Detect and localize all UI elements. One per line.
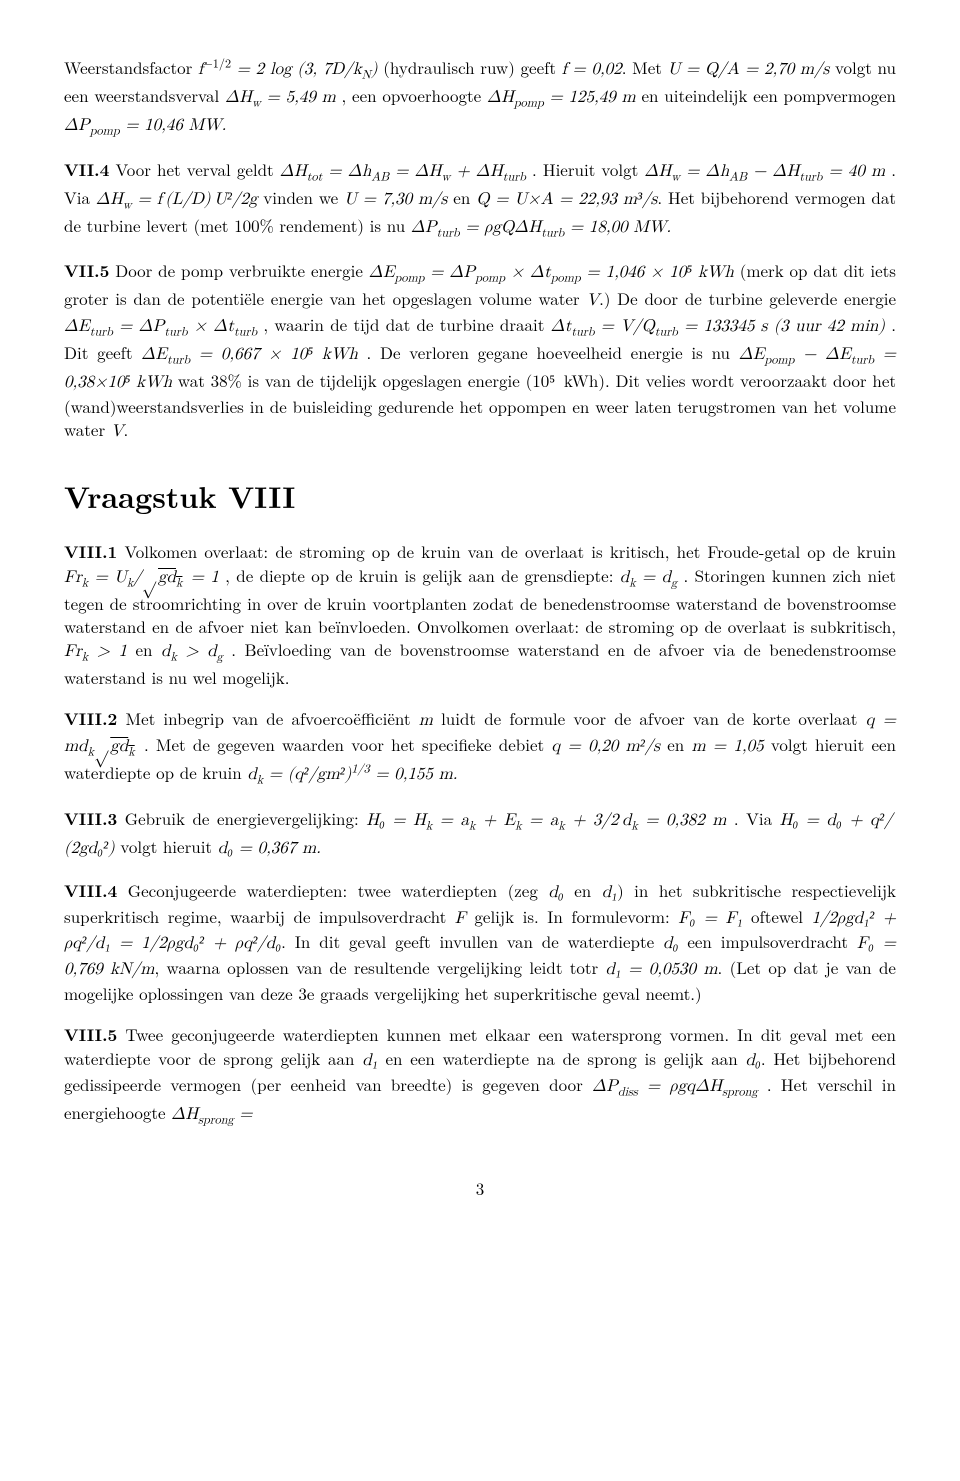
- symbol-V: V: [586, 292, 599, 309]
- symbol-m: m: [419, 712, 433, 729]
- label-vii5: VII.5: [64, 259, 109, 283]
- paragraph-vii-5: VII.5 Door de pomp verbruikte energie ΔE…: [64, 259, 896, 443]
- text: en: [136, 637, 162, 661]
- value-U: U = Q/A = 2,70 m/s: [668, 61, 830, 78]
- paragraph-viii-5: VIII.5 Twee geconjugeerde waterdiepten k…: [64, 1023, 896, 1129]
- paragraph-viii-3: VIII.3 Gebruik de energievergelijking: H…: [64, 807, 896, 861]
- formula-f: f−1/2 = 2 log (3, 7D/kN): [198, 61, 383, 78]
- text: Weerstandsfactor: [64, 55, 198, 79]
- text: Met inbegrip van de afvoercoëfficiënt: [117, 706, 418, 730]
- text: , de diepte op de kruin is gelijk aan de…: [225, 563, 620, 587]
- text: . Hieruit volgt: [532, 157, 644, 181]
- paragraph-viii-1: VIII.1 Volkomen overlaat: de stroming op…: [64, 540, 896, 689]
- formula: dk = (q²/gm²)1/3 = 0,155 m.: [247, 766, 457, 783]
- label-viii3: VIII.3: [64, 807, 117, 831]
- text: luidt de formule voor de afvoer van de k…: [433, 706, 866, 730]
- formula: ΔEpomp = ΔPpomp × Δtpomp = 1,046 × 10⁵ k…: [369, 264, 740, 281]
- formula: F₀ = F₁: [678, 910, 742, 927]
- text: Geconjugeerde waterdiepten: twee waterdi…: [117, 878, 548, 902]
- heading-vraagstuk-viii: Vraagstuk VIII: [64, 476, 896, 517]
- label-viii1: VIII.1: [64, 540, 117, 564]
- value-d0: d₀ = 0,367 m.: [218, 840, 321, 857]
- text: , waarna oplossen van de resultende verg…: [154, 955, 605, 979]
- label-viii4: VIII.4: [64, 879, 117, 903]
- text: een impulsoverdracht: [678, 929, 856, 953]
- formula: ΔHtot = ΔhAB = ΔHw + ΔHturb: [280, 163, 532, 180]
- text: en: [447, 185, 476, 209]
- formula: Frk > 1: [64, 643, 136, 660]
- value-dHpomp: ΔHpomp = 125,49 m: [487, 89, 642, 106]
- text: , waarin de tijd dat de turbine draait: [263, 312, 550, 336]
- text: en: [564, 878, 602, 902]
- symbol-d1v: d₁: [362, 1052, 377, 1069]
- text: . Met de gegeven waarden voor het specif…: [144, 732, 551, 756]
- label-vii4: VII.4: [64, 158, 109, 182]
- value-q: q = 0,20 m²/s: [551, 738, 660, 755]
- formula: H₀ = Hk = ak + Ek = ak + 3/2 dk = 0,382 …: [366, 812, 734, 829]
- text: volgt hieruit: [115, 834, 218, 858]
- symbol-d0v: d₀: [745, 1052, 760, 1069]
- value-U2: U = 7,30 m/s: [344, 191, 447, 208]
- formula: ΔPdiss = ρgqΔHsprong: [592, 1078, 767, 1095]
- text: oftewel: [743, 904, 812, 928]
- symbol-d0: d₀: [548, 884, 563, 901]
- text: . In dit geval geeft invullen van de wat…: [281, 929, 663, 953]
- text: , een opvoerhoogte: [342, 83, 487, 107]
- text: (hydraulisch ruw) geeft: [383, 55, 561, 79]
- text: Voor het verval geldt: [109, 157, 279, 181]
- text: en uiteindelijk een pompvermogen: [642, 83, 897, 107]
- page-number: 3: [64, 1177, 896, 1200]
- text: en een waterdiepte na de sprong is gelij…: [378, 1046, 746, 1070]
- paragraph-viii-4: VIII.4 Geconjugeerde waterdiepten: twee …: [64, 879, 896, 1006]
- formula: Δtturb = V/Qturb = 133345 s (3 uur 42 mi…: [551, 318, 892, 335]
- symbol-d0b: d₀: [663, 935, 678, 952]
- formula: ΔPturb = ρgQΔHturb = 18,00 MW.: [411, 219, 671, 236]
- symbol-V2: V: [111, 423, 124, 440]
- text: . Via: [734, 806, 780, 830]
- formula: dk = dg: [620, 569, 684, 586]
- text: Door de pomp verbruikte energie: [109, 258, 368, 282]
- formula: ΔHw = ΔhAB − ΔHturb = 40 m: [644, 163, 891, 180]
- formula: ΔEturb = 0,667 × 10⁵ kWh: [141, 346, 366, 363]
- paragraph-vii-intro: Weerstandsfactor f−1/2 = 2 log (3, 7D/kN…: [64, 56, 896, 140]
- value-dHw: ΔHw = 5,49 m: [225, 89, 341, 106]
- formula: dk > dg: [161, 643, 231, 660]
- text: en: [660, 732, 692, 756]
- text: . De verloren gegane hoeveelheid energie…: [367, 340, 739, 364]
- text: .: [124, 417, 129, 441]
- paragraph-viii-2: VIII.2 Met inbegrip van de afvoercoëffic…: [64, 707, 896, 789]
- text: .) De door de turbine geleverde energie: [599, 286, 896, 310]
- value-d1: d₁ = 0,0530 m: [606, 961, 718, 978]
- value-dPpomp: ΔPpomp = 10,46 MW.: [64, 117, 226, 134]
- text: . Met: [622, 55, 668, 79]
- formula: ΔHw = f (L/D) U²/2g: [96, 191, 263, 208]
- value-m: m = 1,05: [692, 738, 764, 755]
- text: Gebruik de energievergelijking:: [117, 806, 366, 830]
- text: Volkomen overlaat: de stroming op de kru…: [117, 539, 896, 563]
- text: wat 38% is van de tijdelijk opgeslagen e…: [64, 368, 896, 441]
- formula: ΔEturb = ΔPturb × Δtturb: [64, 318, 263, 335]
- value-f: f = 0,02: [562, 61, 622, 78]
- label-viii2: VIII.2: [64, 707, 117, 731]
- symbol-d1: d₁: [602, 884, 617, 901]
- symbol-F: F: [455, 910, 466, 927]
- value-Q: Q = U×A = 22,93 m³/s: [476, 191, 657, 208]
- label-viii5: VIII.5: [64, 1023, 117, 1047]
- paragraph-vii-4: VII.4 Voor het verval geldt ΔHtot = ΔhAB…: [64, 158, 896, 242]
- formula: ΔHsprong =: [171, 1106, 252, 1123]
- text: gelijk is. In formulevorm:: [466, 904, 678, 928]
- formula: Frk = Uk/√gdk = 1: [64, 569, 225, 586]
- text: vinden we: [263, 185, 344, 209]
